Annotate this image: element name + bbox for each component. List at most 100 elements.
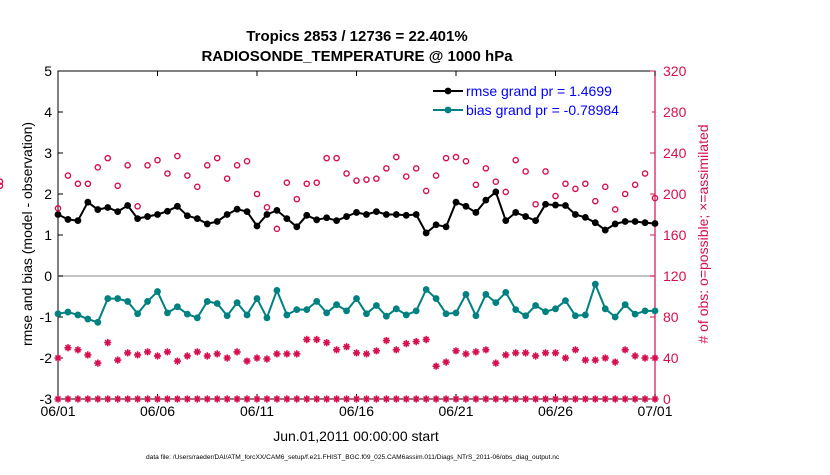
x-tick-label: 07/01 (637, 403, 672, 419)
series-bias-point (303, 306, 311, 314)
series-rmse-point (223, 211, 231, 218)
series-assimilated-point (452, 347, 460, 355)
series-zero-count-point (532, 395, 540, 403)
series-possible-point (313, 179, 321, 187)
series-possible-point (243, 157, 251, 165)
y-tick-label-left: 2 (44, 186, 52, 202)
series-rmse-point (323, 214, 331, 222)
series-bias-point (263, 314, 271, 322)
series-possible-point (233, 161, 241, 169)
series-rmse-point (472, 209, 480, 216)
series-rmse-point (263, 211, 271, 218)
legend-marker-bias (444, 106, 452, 114)
series-bias-point (472, 312, 480, 320)
series-bias-point (333, 301, 340, 309)
series-assimilated-point (462, 350, 470, 358)
series-bias-point (253, 295, 261, 302)
y-tick-label-left: -3 (40, 391, 53, 407)
series-assimilated-point (402, 340, 410, 348)
series-zero-count-point (183, 395, 191, 403)
series-possible-point (0, 182, 4, 190)
series-possible-point (641, 170, 649, 177)
series-bias-point (562, 297, 569, 304)
series-rmse-point (114, 208, 122, 216)
series-rmse-point (343, 213, 350, 220)
series-rmse-point (532, 217, 539, 225)
series-bias-point (422, 286, 430, 293)
series-zero-count-point (581, 395, 589, 403)
series-possible-point (601, 183, 609, 191)
series-bias-point (601, 305, 609, 313)
series-possible-point (552, 192, 559, 200)
series-rmse-point (293, 223, 301, 231)
series-possible-point (273, 225, 281, 233)
series-possible-point (144, 161, 151, 169)
series-assimilated-point (144, 348, 152, 356)
series-rmse-point (572, 211, 579, 218)
series-zero-count-point (541, 395, 550, 403)
series-possible-point (383, 165, 390, 172)
series-assimilated-point (263, 355, 271, 363)
series-possible-point (353, 177, 360, 184)
series-assimilated-point (223, 354, 231, 362)
series-bias-point (323, 309, 331, 317)
series-bias-point (542, 308, 549, 316)
series-assimilated-point (233, 348, 241, 356)
series-rmse-point (432, 221, 440, 229)
series-possible-point (522, 168, 529, 175)
series-assimilated-point (203, 352, 211, 360)
series-rmse-point (253, 222, 261, 230)
series-rmse-point (492, 188, 500, 196)
series-bias-point (54, 310, 62, 318)
series-zero-count-point (492, 395, 500, 403)
series-zero-count-point (124, 395, 132, 403)
series-assimilated-point (333, 346, 341, 354)
series-possible-point (223, 175, 231, 182)
series-zero-count-point (293, 395, 301, 403)
series-assimilated-point (253, 354, 261, 362)
series-rmse-point (601, 226, 609, 234)
series-zero-count-point (352, 395, 361, 403)
series-bias-point (631, 310, 639, 318)
series-bias-point (502, 289, 510, 296)
series-bias-point (144, 298, 151, 305)
series-assimilated-point (173, 357, 181, 365)
series-zero-count-point (223, 395, 231, 403)
series-zero-count-point (422, 395, 430, 403)
series-zero-count-point (402, 395, 410, 403)
series-zero-count-point (153, 395, 162, 403)
legend-label-rmse: rmse grand pr = 1.4699 (466, 83, 612, 99)
series-rmse-point (442, 223, 450, 231)
legend: rmse grand pr = 1.4699 bias grand pr = -… (427, 79, 652, 123)
series-assimilated-point (621, 346, 629, 354)
series-assimilated-point (313, 335, 321, 344)
series-zero-count-point (134, 395, 142, 403)
series-rmse-point (552, 201, 559, 209)
series-rmse-point (243, 208, 251, 216)
series-assimilated-point (561, 354, 570, 362)
series-zero-count-point (382, 395, 390, 403)
series-possible-point (253, 190, 261, 198)
series-bias-point (64, 308, 72, 316)
series-zero-count-point (472, 395, 480, 403)
series-possible-point (542, 168, 549, 175)
series-rmse-point (353, 209, 360, 216)
series-zero-count-point (631, 395, 639, 403)
x-axis-label: Jun.01,2011 00:00:00 start (273, 428, 439, 444)
series-possible-point (422, 187, 430, 195)
series-zero-count-point (233, 395, 241, 403)
series-assimilated-point (74, 346, 82, 354)
series-rmse-point (462, 202, 470, 210)
series-assimilated-point (512, 349, 520, 357)
series-zero-count-point (442, 395, 450, 403)
series-bias-point (223, 312, 231, 320)
series-bias-point (273, 286, 281, 294)
series-assimilated-point (432, 362, 440, 370)
series-possible-point (621, 190, 629, 198)
series-bias-point (572, 312, 579, 320)
y-axis-label-right: # of obs: o=possible; ×=assimilated (695, 124, 711, 343)
series-zero-count-point (641, 395, 649, 403)
series-zero-count-point (571, 395, 579, 403)
series-bias-point (74, 311, 82, 319)
series-rmse-point (363, 211, 370, 218)
